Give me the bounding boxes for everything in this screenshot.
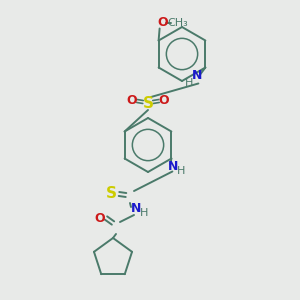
Text: O: O [95, 212, 105, 224]
Text: S: S [106, 187, 116, 202]
Text: CH₃: CH₃ [167, 17, 188, 28]
Text: N: N [131, 202, 141, 215]
Text: H: H [185, 79, 194, 88]
Text: N: N [168, 160, 178, 173]
Text: H: H [140, 208, 148, 218]
Text: O: O [159, 94, 169, 107]
Text: H: H [177, 166, 186, 176]
Text: O: O [127, 94, 137, 107]
Text: O: O [157, 16, 168, 29]
Text: S: S [142, 95, 154, 110]
Text: N: N [192, 69, 203, 82]
